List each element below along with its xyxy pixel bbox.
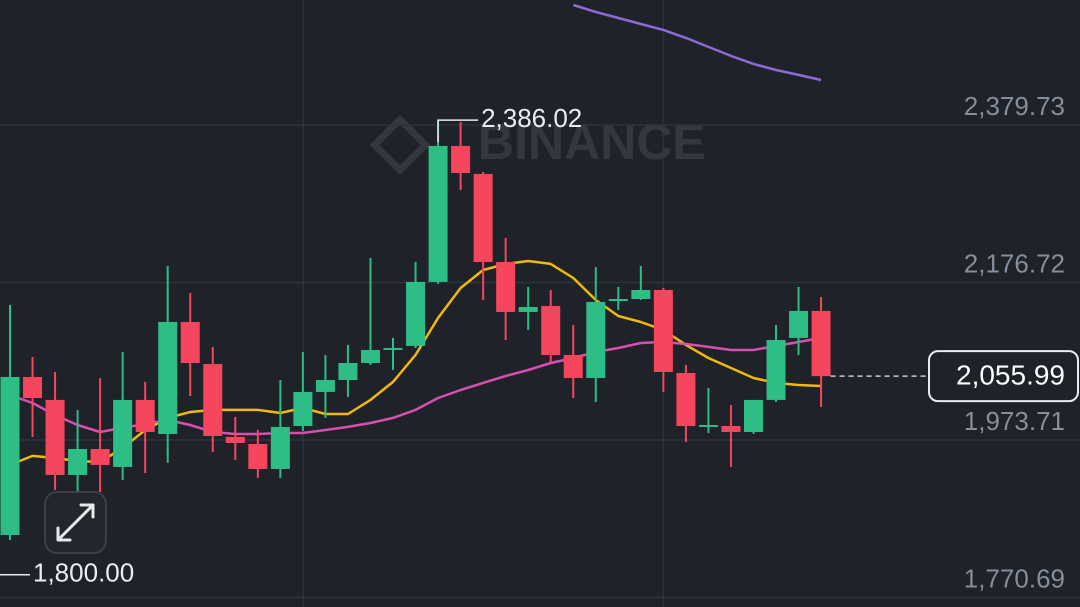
last-price-box [928, 350, 1079, 403]
candle-body [315, 379, 335, 392]
candle-body [428, 145, 448, 282]
candle-body [293, 391, 313, 427]
candle-body [676, 373, 696, 427]
candle-body [789, 310, 809, 338]
candle-body [158, 321, 178, 434]
candle-body [766, 339, 786, 400]
y-tick-label: 2,379.73 [964, 91, 1065, 121]
y-tick-label: 2,176.72 [964, 248, 1065, 278]
candle-body [563, 355, 583, 378]
candle-body [518, 306, 538, 312]
grid: 2,379.73 2,176.72 1,973.71 1,770.69 [0, 91, 1080, 599]
candle-body [496, 261, 516, 312]
expand-icon[interactable] [56, 503, 95, 542]
y-tick-label: 1,973.71 [964, 406, 1065, 436]
candle-body [721, 426, 741, 432]
candle-body [473, 173, 493, 262]
candle-body [68, 448, 88, 475]
candle-body [631, 290, 651, 300]
candle-body [541, 305, 561, 356]
candle-body [608, 299, 628, 302]
candle-body [23, 376, 43, 398]
candle-body [698, 424, 718, 427]
candle-body [406, 281, 426, 346]
annotations: 2,386.02 1,800.00 2,055.99 [0, 103, 1079, 588]
candle-body [653, 290, 673, 373]
candle-body [203, 364, 223, 437]
candles [0, 120, 831, 548]
candle-body [0, 376, 20, 536]
candle-body [270, 426, 290, 469]
expand-button[interactable] [44, 491, 107, 554]
candle-body [811, 310, 831, 377]
candle-body [451, 145, 471, 174]
candle-body [180, 321, 200, 364]
candle-body [90, 448, 110, 465]
candle-body [383, 347, 403, 350]
candle-body [45, 399, 65, 475]
low-label: 1,800.00 [33, 558, 134, 588]
watermark-logo [369, 114, 431, 176]
watermark: BINANCE [369, 114, 706, 176]
candle-body [225, 436, 245, 443]
candle-body [586, 301, 606, 378]
y-tick-label: 1,770.69 [964, 563, 1065, 593]
high-label: 2,386.02 [481, 103, 582, 133]
moving-average-line [572, 3, 822, 82]
watermark-text: BINANCE [478, 114, 706, 170]
candle-body [248, 444, 268, 469]
high-marker-line [437, 119, 479, 143]
candle-body [338, 363, 358, 380]
candle-body [743, 399, 763, 432]
candle-body [113, 399, 133, 467]
last-price-label: 2,055.99 [956, 360, 1065, 391]
candle-body [360, 349, 380, 364]
candle-body [135, 399, 155, 432]
